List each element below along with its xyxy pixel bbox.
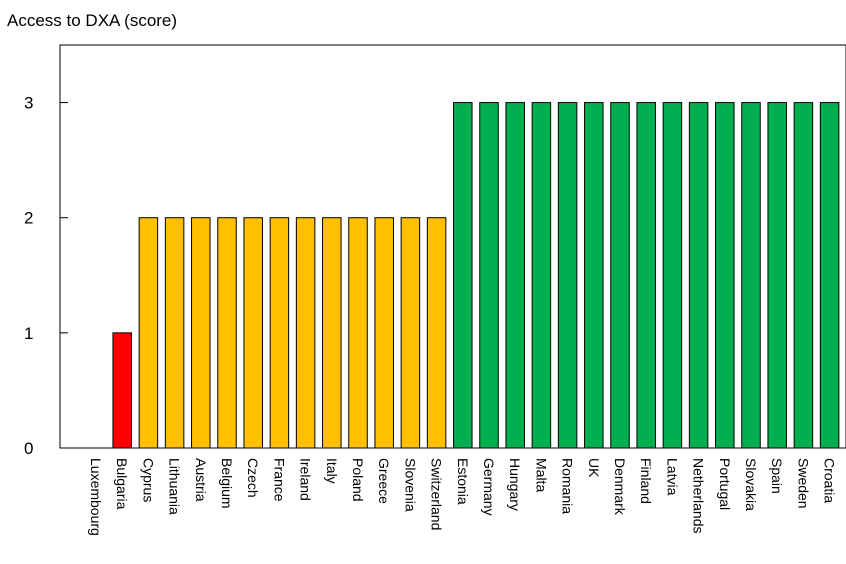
- bar-belgium: [217, 217, 237, 449]
- x-tick-label: Romania: [560, 458, 576, 514]
- x-tick-label: Spain: [769, 458, 785, 494]
- x-tick-label: Cyprus: [140, 458, 156, 502]
- x-tick-label: Estonia: [455, 458, 471, 505]
- bar-austria: [191, 217, 211, 449]
- x-tick-label: Lithuania: [167, 458, 183, 515]
- x-tick-label: Luxembourg: [88, 458, 104, 536]
- x-tick-label: Austria: [193, 458, 209, 502]
- bar-spain: [767, 102, 787, 449]
- x-tick-label: Finland: [638, 458, 654, 504]
- x-tick-label: Bulgaria: [114, 458, 130, 510]
- bar-germany: [479, 102, 499, 449]
- bar-lithuania: [164, 217, 185, 449]
- bar-slovakia: [741, 102, 761, 449]
- bar-ireland: [295, 217, 316, 449]
- bar-romania: [557, 102, 578, 449]
- bar-sweden: [793, 102, 814, 449]
- x-tick-label: France: [271, 458, 287, 502]
- bar-netherlands: [688, 102, 709, 449]
- bar-denmark: [610, 102, 630, 449]
- x-tick-label: Latvia: [664, 458, 680, 496]
- x-tick-label: Hungary: [507, 458, 523, 511]
- bar-switzerland: [426, 217, 447, 449]
- y-tick-label: 0: [24, 439, 33, 458]
- y-tick-label: 2: [24, 209, 33, 228]
- x-tick-label: Sweden: [795, 458, 811, 509]
- x-tick-label: Malta: [533, 458, 549, 492]
- bar-greece: [374, 217, 394, 449]
- bar-poland: [348, 217, 368, 449]
- x-tick-label: Poland: [350, 458, 366, 502]
- bar-portugal: [715, 102, 735, 449]
- bar-italy: [322, 217, 342, 449]
- bar-finland: [636, 102, 656, 449]
- x-tick-label: Croatia: [822, 458, 838, 503]
- plot-frame: [59, 44, 846, 449]
- y-tick-label: 3: [24, 94, 33, 113]
- x-tick-label: Slovakia: [743, 458, 759, 511]
- x-tick-label: Germany: [481, 458, 497, 516]
- bar-hungary: [505, 102, 525, 449]
- x-tick-label: Denmark: [612, 458, 628, 516]
- bar-bulgaria: [112, 332, 132, 449]
- x-tick-label: Portugal: [717, 458, 733, 510]
- bar-estonia: [453, 102, 473, 449]
- x-tick-label: Slovenia: [402, 458, 418, 512]
- bar-malta: [531, 102, 552, 449]
- x-tick-label: Greece: [376, 458, 392, 504]
- bar-uk: [584, 102, 604, 449]
- bar-france: [269, 217, 290, 449]
- x-tick-label: Italy: [324, 458, 340, 484]
- bar-czech: [243, 217, 263, 449]
- bar-croatia: [819, 102, 840, 449]
- x-tick-label: Czech: [245, 458, 261, 498]
- bar-slovenia: [400, 217, 421, 449]
- bar-cyprus: [138, 217, 159, 449]
- x-tick-label: Netherlands: [691, 458, 707, 534]
- bar-latvia: [662, 102, 683, 449]
- x-tick-label: UK: [586, 458, 602, 478]
- y-tick-label: 1: [24, 324, 33, 343]
- y-axis-label: Access to DXA (score): [7, 11, 177, 30]
- x-tick-label: Switzerland: [429, 458, 445, 530]
- x-tick-label: Ireland: [298, 458, 314, 501]
- x-tick-label: Belgium: [219, 458, 235, 509]
